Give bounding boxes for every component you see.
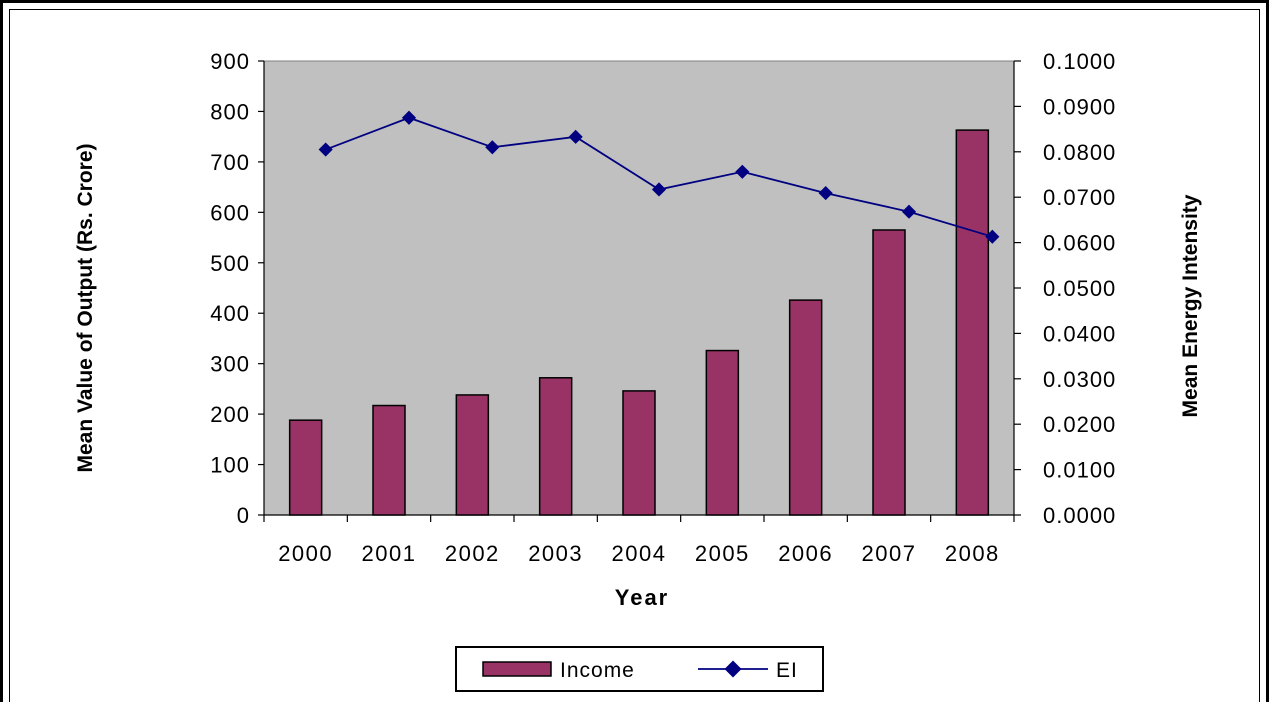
x-axis: 2000 2001 2002 2003 2004 2005 2006 2007 2008 bbox=[263, 514, 1015, 566]
right-tick-label: 0.0200 bbox=[1043, 412, 1116, 437]
income-bar bbox=[372, 404, 406, 516]
x-tick-label: 2000 bbox=[278, 541, 333, 566]
right-tick-label: 0.0500 bbox=[1043, 276, 1116, 301]
legend: Income EI bbox=[455, 646, 824, 692]
legend-swatch-income bbox=[482, 661, 552, 677]
right-tick-label: 0.0300 bbox=[1043, 367, 1116, 392]
ei-line bbox=[318, 110, 1000, 244]
left-tick-label: 200 bbox=[210, 402, 250, 427]
right-tick-label: 0.0100 bbox=[1043, 458, 1116, 483]
right-tick-label: 0.0600 bbox=[1043, 231, 1116, 256]
x-tick-label: 2005 bbox=[695, 541, 750, 566]
x-tick-label: 2003 bbox=[528, 541, 583, 566]
left-tick-label: 900 bbox=[210, 49, 250, 74]
ei-point bbox=[318, 142, 333, 157]
left-tick-label: 500 bbox=[210, 251, 250, 276]
income-bar bbox=[872, 229, 906, 516]
ei-point bbox=[901, 204, 917, 219]
y2-axis-title: Mean Energy Intensity bbox=[1179, 194, 1202, 417]
x-axis-title: Year bbox=[615, 585, 670, 610]
income-bar bbox=[622, 390, 656, 516]
left-tick-label: 400 bbox=[210, 301, 250, 326]
ei-point bbox=[985, 229, 1000, 244]
ei-point bbox=[485, 140, 500, 155]
left-tick-label: 300 bbox=[210, 352, 250, 377]
income-bars bbox=[288, 129, 990, 516]
income-bar bbox=[455, 394, 490, 516]
right-tick-label: 0.1000 bbox=[1043, 49, 1116, 74]
income-bar bbox=[538, 377, 573, 516]
income-bar bbox=[788, 299, 823, 516]
right-y-axis: 0.0000 0.0100 0.0200 0.0300 0.0400 0.0500 0.06… bbox=[1013, 49, 1116, 528]
left-tick-label: 800 bbox=[210, 99, 250, 124]
x-tick-label: 2008 bbox=[945, 541, 1000, 566]
ei-point bbox=[401, 110, 417, 125]
right-tick-label: 0.0000 bbox=[1043, 503, 1116, 528]
x-tick-label: 2004 bbox=[612, 541, 667, 566]
x-tick-label: 2001 bbox=[362, 541, 417, 566]
ei-point bbox=[568, 129, 583, 144]
x-tick-label: 2006 bbox=[778, 541, 833, 566]
income-bar bbox=[288, 419, 323, 516]
right-tick-label: 0.0900 bbox=[1043, 94, 1116, 119]
ei-point bbox=[818, 186, 833, 201]
ei-point bbox=[651, 182, 667, 197]
legend-label-ei: EI bbox=[776, 659, 798, 682]
left-tick-label: 0 bbox=[237, 503, 250, 528]
ei-point bbox=[735, 164, 750, 179]
left-tick-label: 100 bbox=[210, 453, 250, 478]
left-y-axis: 0 100 200 300 400 500 600 700 800 900 bbox=[210, 49, 265, 528]
left-tick-label: 600 bbox=[210, 200, 250, 225]
right-tick-label: 0.0400 bbox=[1043, 321, 1116, 346]
right-tick-label: 0.0700 bbox=[1043, 185, 1116, 210]
income-bar bbox=[955, 129, 990, 516]
right-tick-label: 0.0800 bbox=[1043, 140, 1116, 165]
x-tick-label: 2002 bbox=[445, 541, 500, 566]
income-bar bbox=[705, 349, 740, 516]
y-axis-title: Mean Value of Output (Rs. Crore) bbox=[74, 143, 97, 472]
inner-border bbox=[9, 9, 1260, 702]
legend-label-income: Income bbox=[560, 659, 635, 682]
left-tick-label: 700 bbox=[210, 150, 250, 175]
x-tick-label: 2007 bbox=[862, 541, 917, 566]
legend-marker-ei bbox=[724, 660, 742, 678]
